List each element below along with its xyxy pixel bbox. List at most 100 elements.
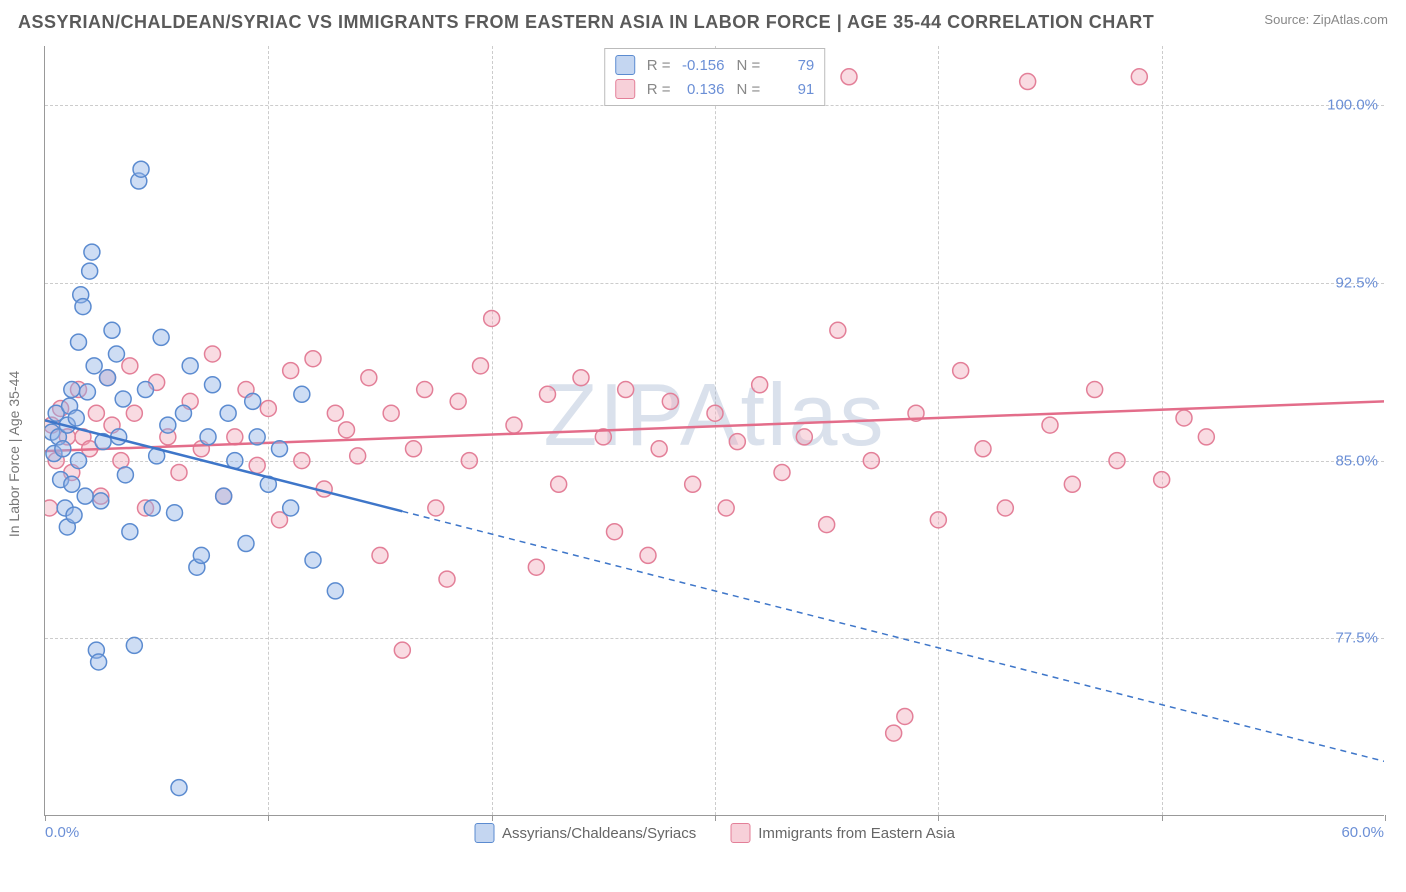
chart-area: ZIPAtlas R = -0.156 N = 79 R = 0.136 N =… [44, 46, 1384, 816]
data-point [200, 429, 216, 445]
data-point [171, 780, 187, 796]
data-point [662, 393, 678, 409]
data-point [729, 434, 745, 450]
y-tick-label: 85.0% [1335, 452, 1378, 469]
data-point [1154, 472, 1170, 488]
x-tick-max: 60.0% [1341, 824, 1384, 841]
scatter-plot [45, 46, 1384, 815]
data-point [953, 363, 969, 379]
data-point [1109, 453, 1125, 469]
data-point [84, 244, 100, 260]
data-point [841, 69, 857, 85]
x-tick-min: 0.0% [45, 824, 79, 841]
source-link[interactable]: ZipAtlas.com [1313, 12, 1388, 27]
r-value: -0.156 [679, 57, 725, 74]
legend-row-pink: R = 0.136 N = 91 [615, 77, 815, 101]
data-point [283, 363, 299, 379]
swatch-icon [615, 55, 635, 75]
data-point [439, 571, 455, 587]
source-label: Source: [1264, 12, 1309, 27]
r-label: R = [647, 81, 671, 98]
data-point [108, 346, 124, 362]
source: Source: ZipAtlas.com [1264, 12, 1388, 27]
data-point [305, 552, 321, 568]
data-point [1176, 410, 1192, 426]
data-point [86, 358, 102, 374]
data-point [153, 329, 169, 345]
header: ASSYRIAN/CHALDEAN/SYRIAC VS IMMIGRANTS F… [0, 0, 1406, 41]
r-label: R = [647, 57, 671, 74]
x-tick-mark [1162, 815, 1163, 821]
data-point [138, 382, 154, 398]
legend-item-blue: Assyrians/Chaldeans/Syriacs [474, 823, 696, 843]
data-point [260, 400, 276, 416]
n-label: N = [737, 57, 761, 74]
data-point [707, 405, 723, 421]
x-tick-mark [715, 815, 716, 821]
legend-label: Assyrians/Chaldeans/Syriacs [502, 825, 696, 842]
data-point [1064, 476, 1080, 492]
r-value: 0.136 [679, 81, 725, 98]
data-point [122, 358, 138, 374]
data-point [64, 476, 80, 492]
data-point [1198, 429, 1214, 445]
data-point [327, 583, 343, 599]
data-point [975, 441, 991, 457]
data-point [1131, 69, 1147, 85]
data-point [220, 405, 236, 421]
y-tick-label: 92.5% [1335, 274, 1378, 291]
data-point [249, 429, 265, 445]
data-point [245, 393, 261, 409]
data-point [82, 263, 98, 279]
data-point [238, 536, 254, 552]
y-axis-label: In Labor Force | Age 35-44 [6, 371, 22, 537]
data-point [327, 405, 343, 421]
data-point [71, 334, 87, 350]
data-point [997, 500, 1013, 516]
swatch-icon [615, 79, 635, 99]
x-tick-mark [45, 815, 46, 821]
swatch-icon [474, 823, 494, 843]
data-point [573, 370, 589, 386]
data-point [117, 467, 133, 483]
data-point [133, 161, 149, 177]
data-point [1042, 417, 1058, 433]
data-point [294, 453, 310, 469]
data-point [55, 441, 71, 457]
data-point [88, 405, 104, 421]
data-point [361, 370, 377, 386]
data-point [126, 637, 142, 653]
data-point [249, 457, 265, 473]
x-tick-mark [268, 815, 269, 821]
data-point [618, 382, 634, 398]
data-point [171, 464, 187, 480]
data-point [406, 441, 422, 457]
data-point [182, 358, 198, 374]
data-point [774, 464, 790, 480]
x-tick-mark [938, 815, 939, 821]
data-point [91, 654, 107, 670]
data-point [473, 358, 489, 374]
data-point [272, 441, 288, 457]
data-point [175, 405, 191, 421]
data-point [372, 547, 388, 563]
data-point [122, 524, 138, 540]
data-point [1020, 74, 1036, 90]
data-point [100, 370, 116, 386]
data-point [305, 351, 321, 367]
data-point [484, 310, 500, 326]
data-point [75, 299, 91, 315]
data-point [77, 488, 93, 504]
data-point [71, 453, 87, 469]
data-point [540, 386, 556, 402]
data-point [283, 500, 299, 516]
data-point [294, 386, 310, 402]
data-point [651, 441, 667, 457]
data-point [428, 500, 444, 516]
data-point [863, 453, 879, 469]
data-point [461, 453, 477, 469]
data-point [68, 410, 84, 426]
x-tick-mark [1385, 815, 1386, 821]
legend-correlation: R = -0.156 N = 79 R = 0.136 N = 91 [604, 48, 826, 106]
data-point [115, 391, 131, 407]
